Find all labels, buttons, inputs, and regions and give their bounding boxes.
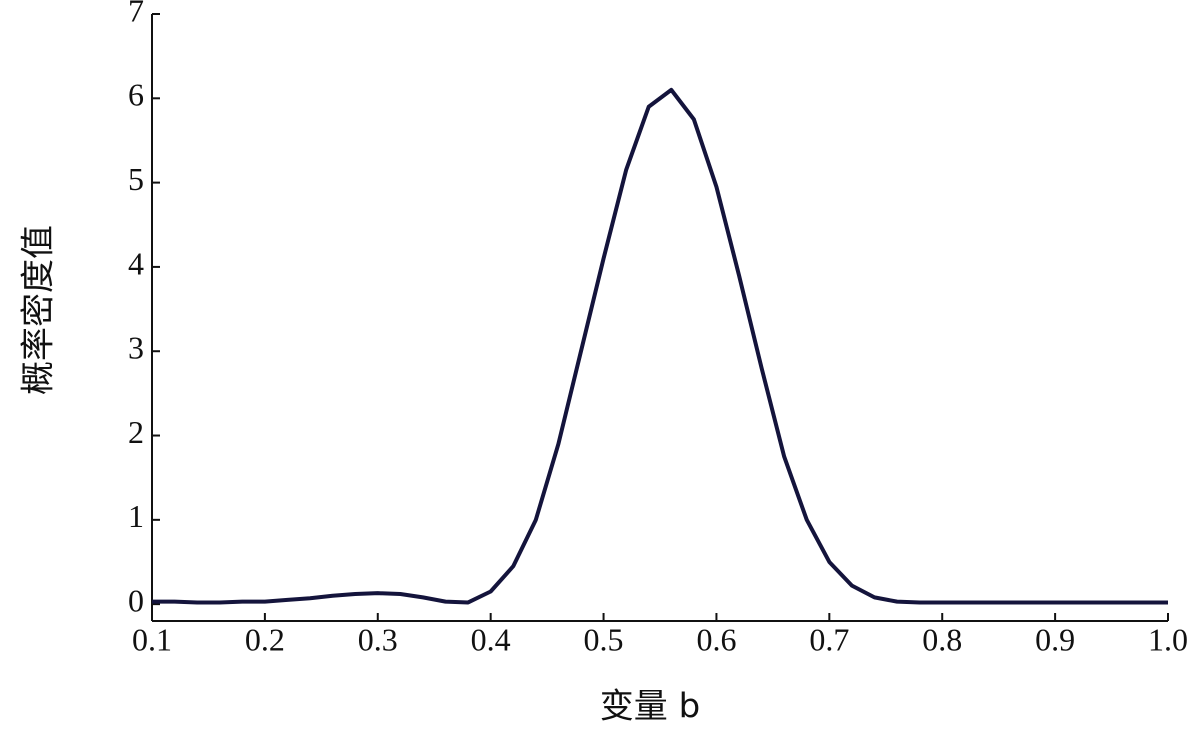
y-tick-label: 3 xyxy=(128,330,144,366)
y-tick-label: 1 xyxy=(128,498,144,534)
y-tick-label: 7 xyxy=(128,0,144,28)
y-tick-label: 6 xyxy=(128,77,144,113)
x-tick-label: 0.8 xyxy=(922,621,962,657)
y-tick-label: 5 xyxy=(128,161,144,197)
x-tick-label: 0.9 xyxy=(1035,621,1075,657)
x-tick-label: 0.7 xyxy=(809,621,849,657)
x-tick-label: 0.2 xyxy=(245,621,285,657)
y-tick-label: 0 xyxy=(128,582,144,618)
x-tick-label: 1.0 xyxy=(1148,621,1188,657)
y-axis-label: 概率密度值 xyxy=(19,225,59,395)
x-tick-label: 0.4 xyxy=(471,621,511,657)
x-tick-label: 0.1 xyxy=(132,621,172,657)
x-axis-label: 变量 b xyxy=(600,687,700,727)
y-tick-label: 4 xyxy=(128,245,144,281)
y-tick-label: 2 xyxy=(128,414,144,450)
line-series xyxy=(152,87,1168,605)
x-tick-label: 0.6 xyxy=(696,621,736,657)
x-tick-label: 0.3 xyxy=(358,621,398,657)
x-tick-label: 0.5 xyxy=(584,621,624,657)
